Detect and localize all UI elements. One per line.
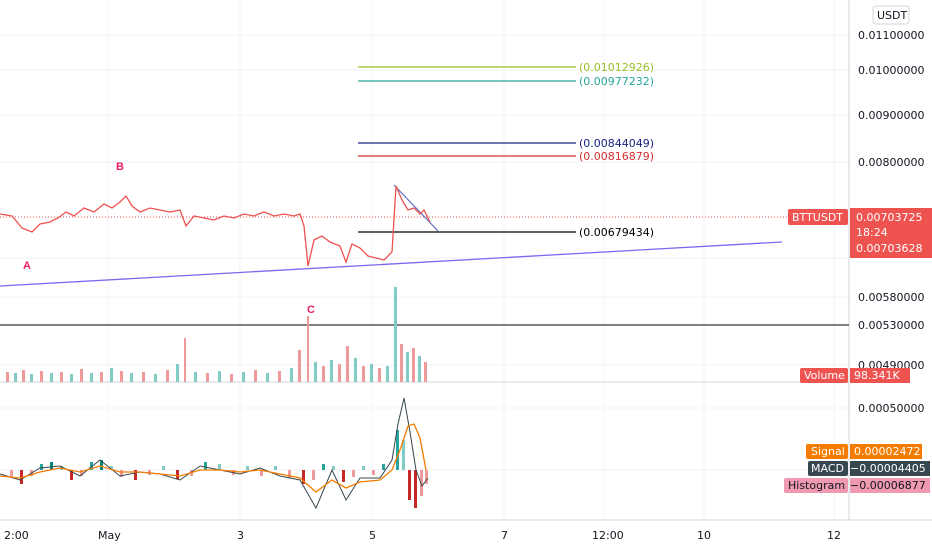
price-tick-label: 0.00580000 [858,291,924,304]
countdown-label: 18:24 [856,226,888,239]
price-tick-label: 0.00530000 [858,319,924,332]
price-tick-label: 0.01000000 [858,64,924,77]
signal-line [0,423,427,493]
time-tick-label: 3 [237,529,244,542]
volume-value-tag [850,368,910,383]
price-tick-label: 0.01100000 [858,29,924,42]
symbol-tag-label: BTTUSDT [792,211,843,224]
fib-label: (0.00977232) [579,75,654,88]
time-tick-label: 5 [369,529,376,542]
grid [0,0,849,520]
histogram-tag [784,478,848,493]
currency-button[interactable]: USDT [872,5,910,25]
time-tick-label: May [98,529,121,542]
fib-label: (0.00844049) [579,137,654,150]
price-tick-label: 0.00900000 [858,109,924,122]
volume-bars [6,287,427,382]
volume-value: 98.341K [854,369,900,382]
symbol-tag [788,209,848,225]
pattern-upper-line[interactable] [393,184,439,232]
wave-label-b: B [116,161,124,173]
macd-tick-label: 0.00050000 [858,402,924,415]
macd-histogram [10,430,428,508]
fib-label: (0.00679434) [579,226,654,239]
signal-value: 0.00002472 [854,445,920,458]
histogram-value: −0.00006877 [850,479,926,492]
rising-trendline[interactable] [0,241,783,287]
signal-tag [806,444,848,459]
price-tick-label: 0.00800000 [858,156,924,169]
time-tick-label: 7 [501,529,508,542]
currency-button-label: USDT [877,9,908,22]
histogram-tag-label: Histogram [788,479,845,492]
macd-tag-label: MACD [811,462,844,475]
wave-label-c: C [307,304,315,316]
fib-label: (0.01012926) [579,61,654,74]
macd-value: −0.00004405 [850,462,926,475]
time-tick-label: 12:00 [592,529,624,542]
time-tick-label: 10 [697,529,711,542]
last-price-label: 0.00703725 [856,211,922,224]
fib-label: (0.00816879) [579,150,654,163]
macd-tag [808,461,848,476]
macd-value-tag [850,461,930,476]
histogram-value-tag [850,478,930,493]
signal-tag-label: Signal [811,445,845,458]
macd-line [0,397,429,510]
price-series [0,185,431,267]
time-tick-label: 2:00 [4,529,29,542]
signal-value-tag [850,444,922,459]
time-tick-label: 12 [827,529,841,542]
volume-tag [800,368,848,383]
last-price-tag [850,208,932,258]
fib-levels[interactable] [358,66,576,233]
volume-tag-label: Volume [804,369,845,382]
wave-label-a: A [23,260,31,272]
prev-close-label: 0.00703628 [856,242,922,255]
